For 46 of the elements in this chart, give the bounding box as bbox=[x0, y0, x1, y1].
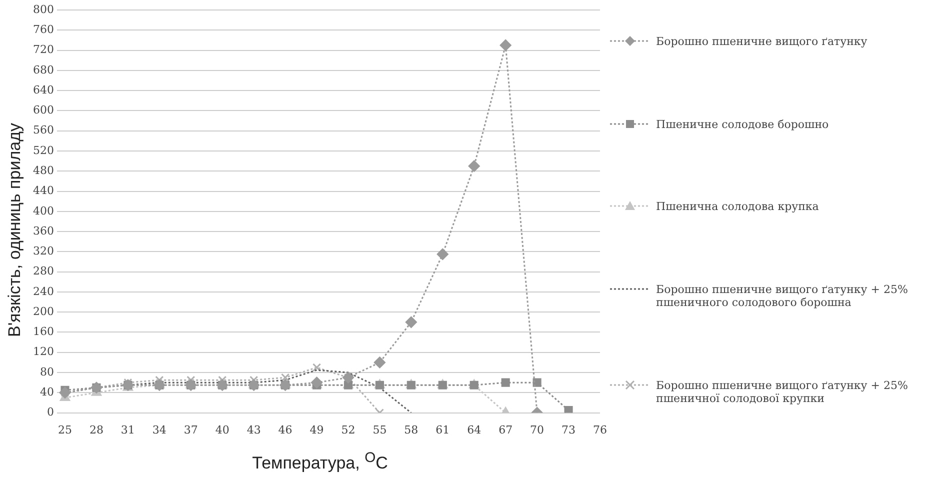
y-axis-title: В'язкість, одиниць приладу bbox=[5, 122, 25, 338]
y-tick-label: 480 bbox=[32, 164, 54, 177]
y-tick-label: 280 bbox=[32, 264, 54, 278]
y-tick-label: 720 bbox=[32, 43, 54, 56]
y-tick-label: 600 bbox=[32, 104, 54, 117]
x-axis-title: Температура, $^{O}$C bbox=[251, 450, 389, 474]
legend-label: Пшенична солодова крупка bbox=[656, 200, 819, 214]
legend-label: Борошно пшеничне вищого ґатунку + 25% пшеничної солодової крупки bbox=[656, 379, 909, 406]
x-tick-label: 40 bbox=[215, 423, 230, 436]
y-tick-label: 520 bbox=[32, 144, 54, 157]
y-tick-label: 400 bbox=[32, 204, 54, 218]
y-tick-label: 640 bbox=[32, 83, 54, 96]
x-tick-label: 25 bbox=[58, 423, 72, 436]
x-tick-label: 46 bbox=[278, 423, 292, 436]
x-tick-label: 52 bbox=[341, 423, 356, 436]
y-tick-label: 120 bbox=[32, 345, 54, 358]
x-tick-label: 34 bbox=[152, 423, 166, 436]
legend-label: Борошно пшеничне вищого ґатунку + 25% пшеничного солодового борошна bbox=[656, 283, 909, 310]
x-tick-label: 43 bbox=[246, 423, 261, 436]
y-tick-label: 0 bbox=[46, 406, 54, 419]
x-tick-label: 73 bbox=[562, 423, 576, 436]
y-tick-label: 760 bbox=[32, 23, 54, 36]
x-tick-label: 49 bbox=[310, 423, 324, 436]
x-tick-label: 55 bbox=[372, 423, 387, 436]
y-tick-label: 240 bbox=[32, 284, 54, 298]
x-tick-label: 37 bbox=[184, 423, 198, 436]
legend-label: Борошно пшеничне вищого ґатунку bbox=[656, 34, 868, 48]
x-tick-label: 61 bbox=[436, 423, 450, 436]
y-tick-label: 200 bbox=[32, 304, 54, 318]
y-tick-label: 360 bbox=[32, 224, 54, 238]
y-tick-label: 440 bbox=[32, 184, 54, 198]
x-tick-label: 76 bbox=[593, 423, 607, 436]
y-tick-label: 800 bbox=[32, 2, 54, 16]
x-tick-label: 64 bbox=[467, 423, 482, 436]
y-tick-label: 80 bbox=[40, 365, 54, 378]
legend-label: Пшеничне солодове борошно bbox=[656, 118, 829, 131]
y-tick-label: 160 bbox=[32, 325, 54, 338]
x-tick-label: 31 bbox=[120, 423, 135, 436]
y-tick-label: 680 bbox=[32, 63, 54, 76]
x-tick-label: 58 bbox=[404, 423, 418, 436]
x-tick-label: 70 bbox=[530, 423, 544, 436]
y-tick-label: 320 bbox=[32, 244, 54, 258]
y-tick-label: 560 bbox=[32, 124, 54, 137]
x-tick-label: 28 bbox=[89, 423, 104, 436]
y-tick-label: 40 bbox=[40, 386, 54, 399]
x-tick-label: 67 bbox=[498, 423, 513, 436]
